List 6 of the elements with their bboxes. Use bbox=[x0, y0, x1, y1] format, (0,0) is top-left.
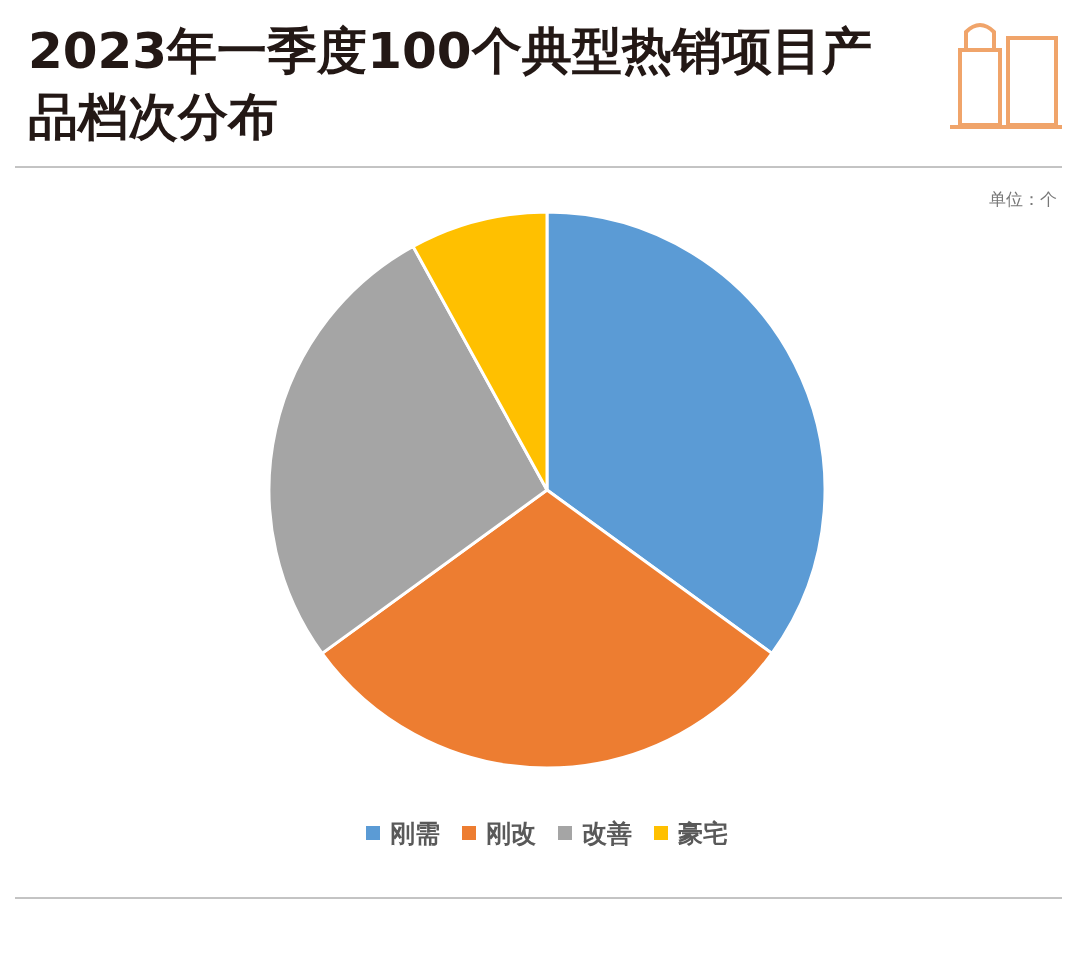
chart-title: 2023年一季度100个典型热销项目产品档次分布 bbox=[28, 21, 873, 148]
legend-label: 改善 bbox=[582, 819, 632, 848]
legend-label: 刚需 bbox=[390, 819, 440, 848]
legend-label: 刚改 bbox=[486, 819, 536, 848]
legend-label: 豪宅 bbox=[678, 819, 728, 848]
text: 单位：个 bbox=[989, 189, 1057, 209]
